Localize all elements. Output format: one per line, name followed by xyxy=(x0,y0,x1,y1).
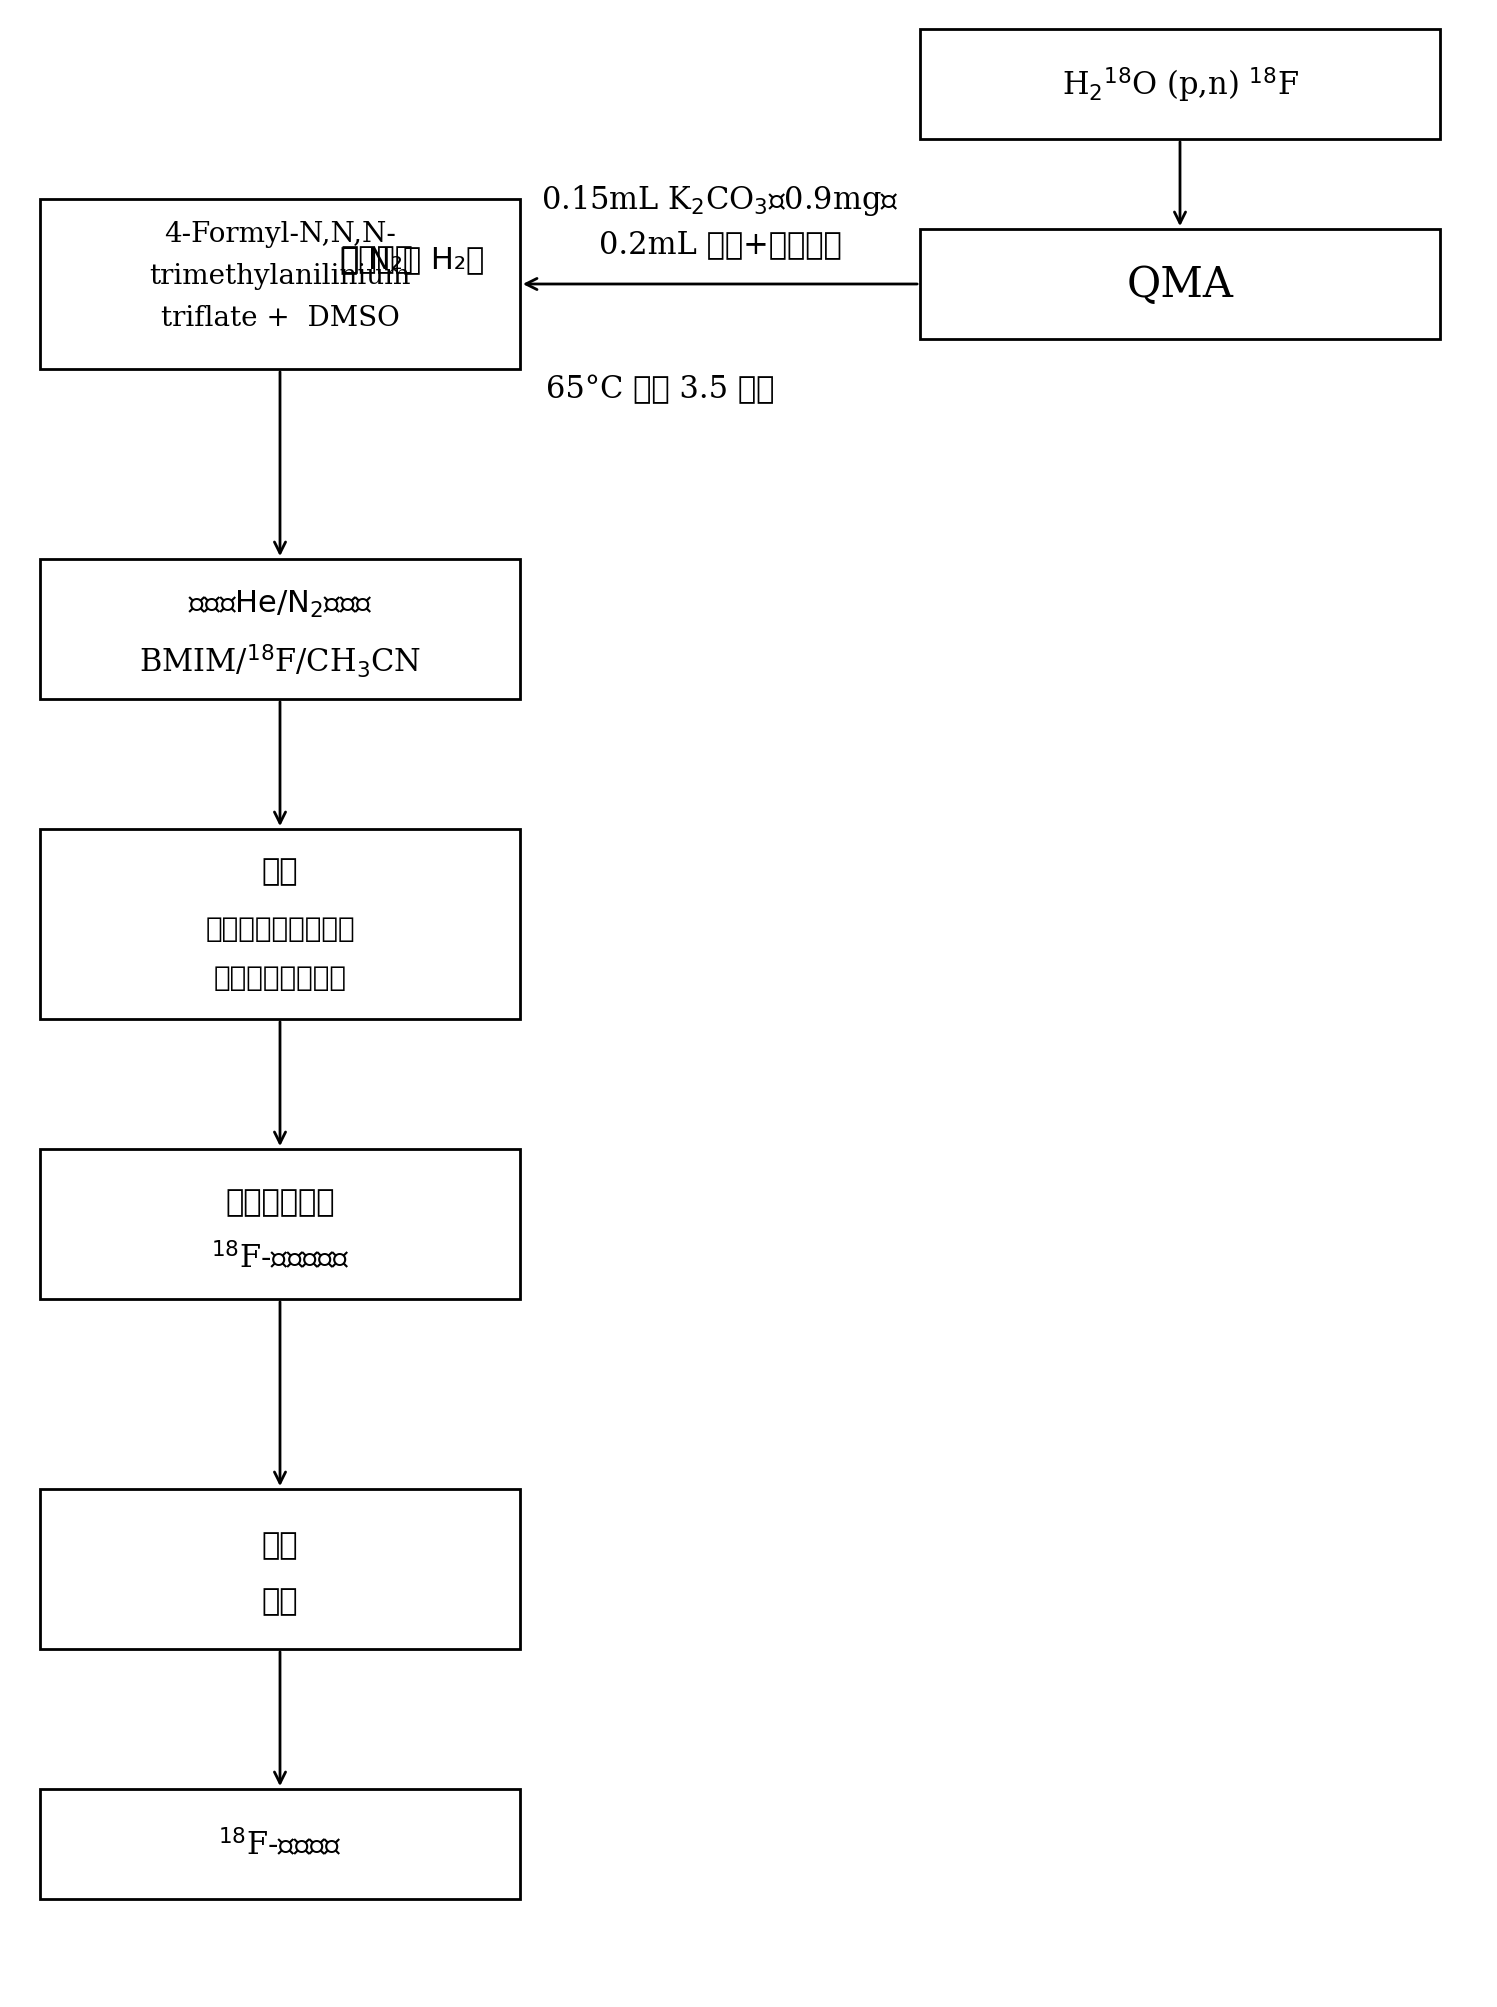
Text: triflate +  DMSO: triflate + DMSO xyxy=(160,305,400,333)
Text: 4-Formyl-N,N,N-: 4-Formyl-N,N,N- xyxy=(165,221,395,247)
Text: （按照合成目标示踪: （按照合成目标示踪 xyxy=(205,915,355,943)
Text: BMIM/$^{18}$F/CH$_3$CN: BMIM/$^{18}$F/CH$_3$CN xyxy=(139,642,421,678)
Text: 带保护基团的: 带保护基团的 xyxy=(225,1188,335,1216)
Bar xyxy=(40,829,519,1020)
Bar xyxy=(40,560,519,700)
Text: 前体: 前体 xyxy=(262,857,298,885)
Text: $^{18}$F-标记产物: $^{18}$F-标记产物 xyxy=(219,1828,341,1860)
Text: 65°C 干燥 3.5 分钟: 65°C 干燥 3.5 分钟 xyxy=(546,375,774,405)
Bar xyxy=(40,1489,519,1650)
Bar xyxy=(921,231,1440,339)
Text: 剂要求加入前体）: 剂要求加入前体） xyxy=(214,963,346,991)
Text: 在 N₂或 H₂保: 在 N₂或 H₂保 xyxy=(340,245,484,275)
Text: 水解: 水解 xyxy=(262,1531,298,1559)
Text: 护下加热: 护下加热 xyxy=(340,245,413,275)
Bar xyxy=(40,1150,519,1299)
Text: trimethylanilinium: trimethylanilinium xyxy=(150,263,410,289)
Text: 0.2mL 乙腼+离子液体: 0.2mL 乙腼+离子液体 xyxy=(599,229,841,261)
Bar xyxy=(40,201,519,369)
Text: 标记，He/N$_2$，加热: 标记，He/N$_2$，加热 xyxy=(187,588,373,620)
Text: QMA: QMA xyxy=(1127,263,1234,305)
Text: 纯化: 纯化 xyxy=(262,1588,298,1616)
Bar xyxy=(40,1788,519,1899)
Text: H$_2$$^{18}$O (p,n) $^{18}$F: H$_2$$^{18}$O (p,n) $^{18}$F xyxy=(1061,64,1298,104)
Text: 0.15mL K$_2$CO$_3$（0.9mg）: 0.15mL K$_2$CO$_3$（0.9mg） xyxy=(542,183,898,217)
Text: $^{18}$F-标记中间体: $^{18}$F-标记中间体 xyxy=(211,1240,349,1274)
Bar xyxy=(921,30,1440,140)
